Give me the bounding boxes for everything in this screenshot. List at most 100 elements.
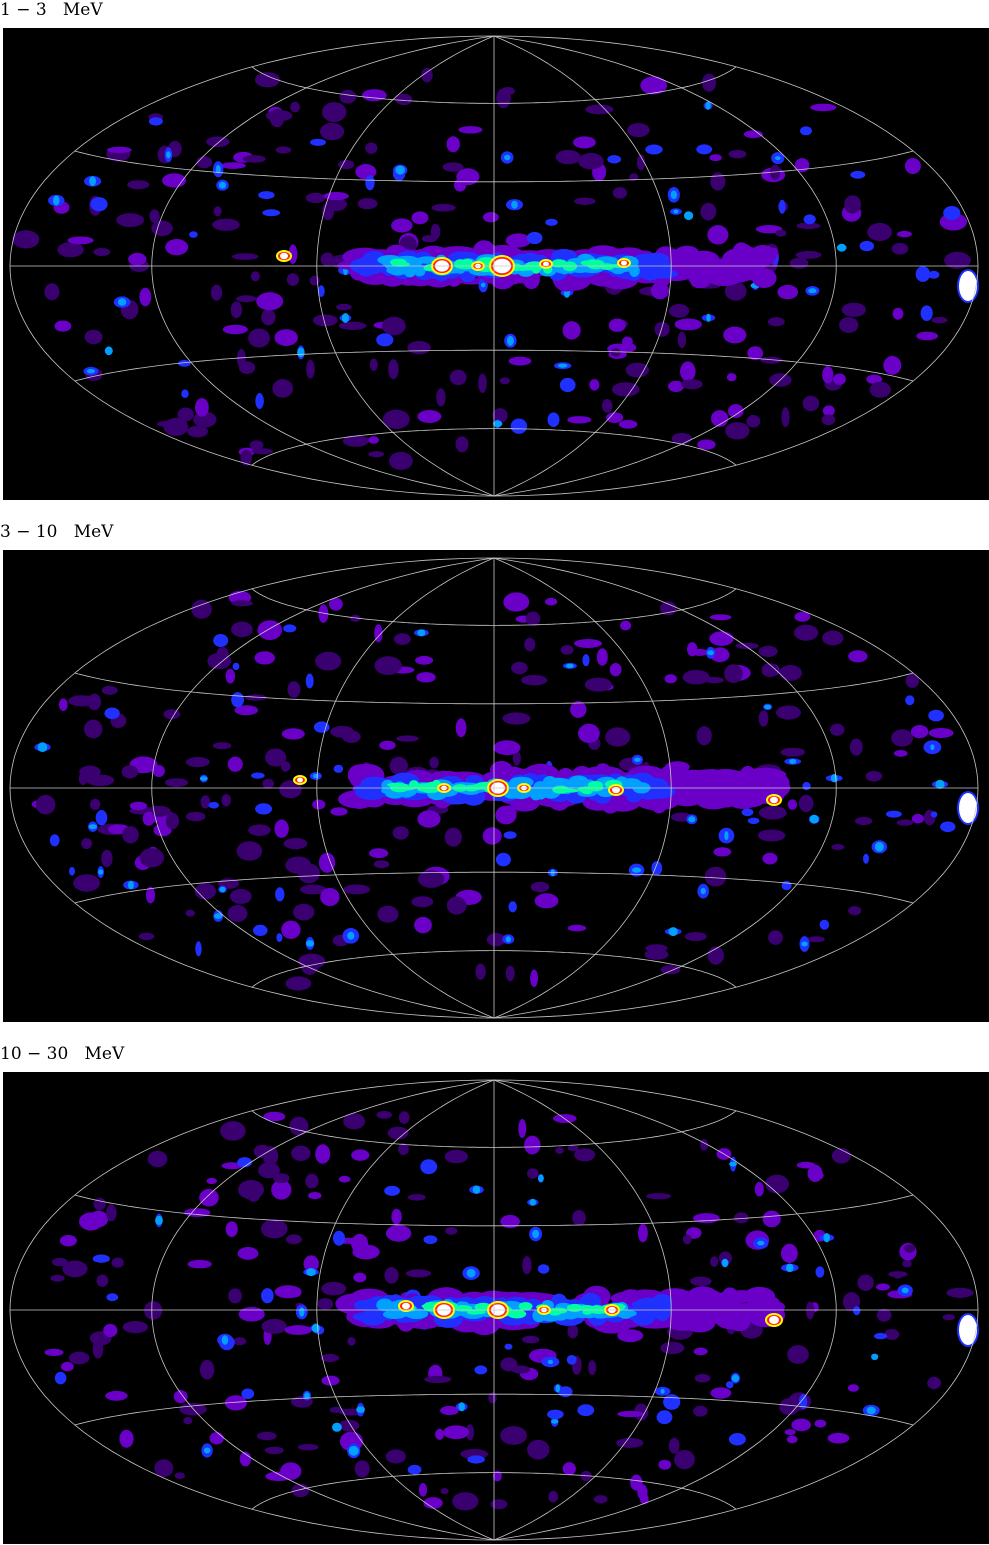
emission-blob [265,748,287,767]
emission-blob [148,117,163,126]
emission-blob [791,1418,811,1432]
emission-blob [857,1274,874,1291]
emission-blob [79,1212,103,1231]
emission-blob [257,620,283,640]
emission-blob [499,377,510,385]
emission-blob [482,827,502,845]
emission-blob [95,810,108,826]
emission-blob [807,936,825,943]
emission-blob [219,886,226,893]
emission-blob [656,1410,673,1425]
emission-blob [89,176,96,187]
emission-blob [261,1318,287,1334]
emission-blob [374,656,402,675]
emission-blob [62,1260,88,1278]
emission-blob [927,1376,941,1390]
emission-blob [525,611,541,626]
emission-blob [660,965,681,975]
emission-blob [255,393,264,409]
parallel-line [251,588,737,626]
emission-blob [475,963,486,980]
emission-blob [822,405,835,417]
emission-blob [209,1432,224,1445]
emission-blob [815,1266,825,1278]
emission-blob [627,123,650,138]
emission-blob [138,932,155,941]
emission-blob [348,1445,359,1456]
emission-blob [709,614,732,621]
emission-blob [69,1351,90,1365]
emission-blob [365,142,378,154]
emission-blob [231,253,259,260]
emission-blob [935,779,945,789]
emission-blob [417,410,442,423]
emission-blob [757,1240,765,1246]
parallel-line [251,66,737,104]
emission-blob [321,1281,347,1296]
emission-blob [930,744,935,751]
emission-blob [256,292,284,311]
emission-blob [831,844,845,850]
emission-blob [353,1299,380,1311]
emission-blob [88,824,98,830]
sky-map-3-10-mev [3,550,989,1022]
emission-blob [667,1301,685,1324]
emission-blob [388,359,399,380]
emission-blob [678,778,703,794]
emission-blob [726,373,737,382]
emission-blob [821,414,836,426]
emission-blob [781,1243,798,1263]
emission-blob [831,1148,851,1164]
emission-blob [81,838,92,850]
emission-blob [839,317,859,333]
emission-blob [382,316,406,336]
emission-blob [387,1126,409,1140]
emission-blob [711,410,729,427]
emission-blob [699,728,709,735]
emission-blob [518,1119,527,1138]
emission-blob [313,773,319,779]
emission-blob [417,783,431,789]
emission-blob [306,1268,316,1277]
emission-blob [297,347,305,358]
emission-blob [789,257,809,269]
emission-blob [555,1384,560,1393]
emission-blob [532,1229,540,1239]
emission-blob [646,1193,672,1200]
emission-blob [359,1310,387,1326]
emission-blob [164,778,189,787]
emission-blob [73,874,100,892]
emission-blob [631,867,642,873]
emission-blob [44,1348,64,1356]
emission-blob [183,1416,193,1425]
sky-map-1-3-mev [3,28,989,500]
emission-blob [814,1419,827,1428]
emission-blob [537,1264,550,1274]
emission-blob [848,906,862,916]
emission-blob [758,1298,779,1312]
emission-blob [876,1283,890,1291]
emission-blob [757,829,786,842]
emission-blob [207,652,232,670]
emission-blob [859,240,874,252]
emission-blob [229,888,252,904]
emission-blob [121,765,139,779]
emission-blob [117,298,127,306]
emission-blob [617,1410,644,1418]
emission-blob [959,793,977,823]
emission-blob [721,1258,729,1268]
emission-blob [390,258,407,266]
emission-blob [723,326,747,344]
sky-map-svg [9,35,979,497]
emission-blob [760,356,783,364]
parallel-line [251,1110,737,1148]
emission-blob [593,1495,608,1504]
emission-blob [208,801,220,809]
panel-label-3-10-mev: 3 − 10 MeV [0,522,114,542]
emission-blob [237,1247,259,1260]
emission-blob [545,597,558,606]
emission-blob [257,1431,277,1441]
emission-blob [700,202,717,221]
emission-blob [234,705,259,716]
emission-blob [297,777,303,783]
